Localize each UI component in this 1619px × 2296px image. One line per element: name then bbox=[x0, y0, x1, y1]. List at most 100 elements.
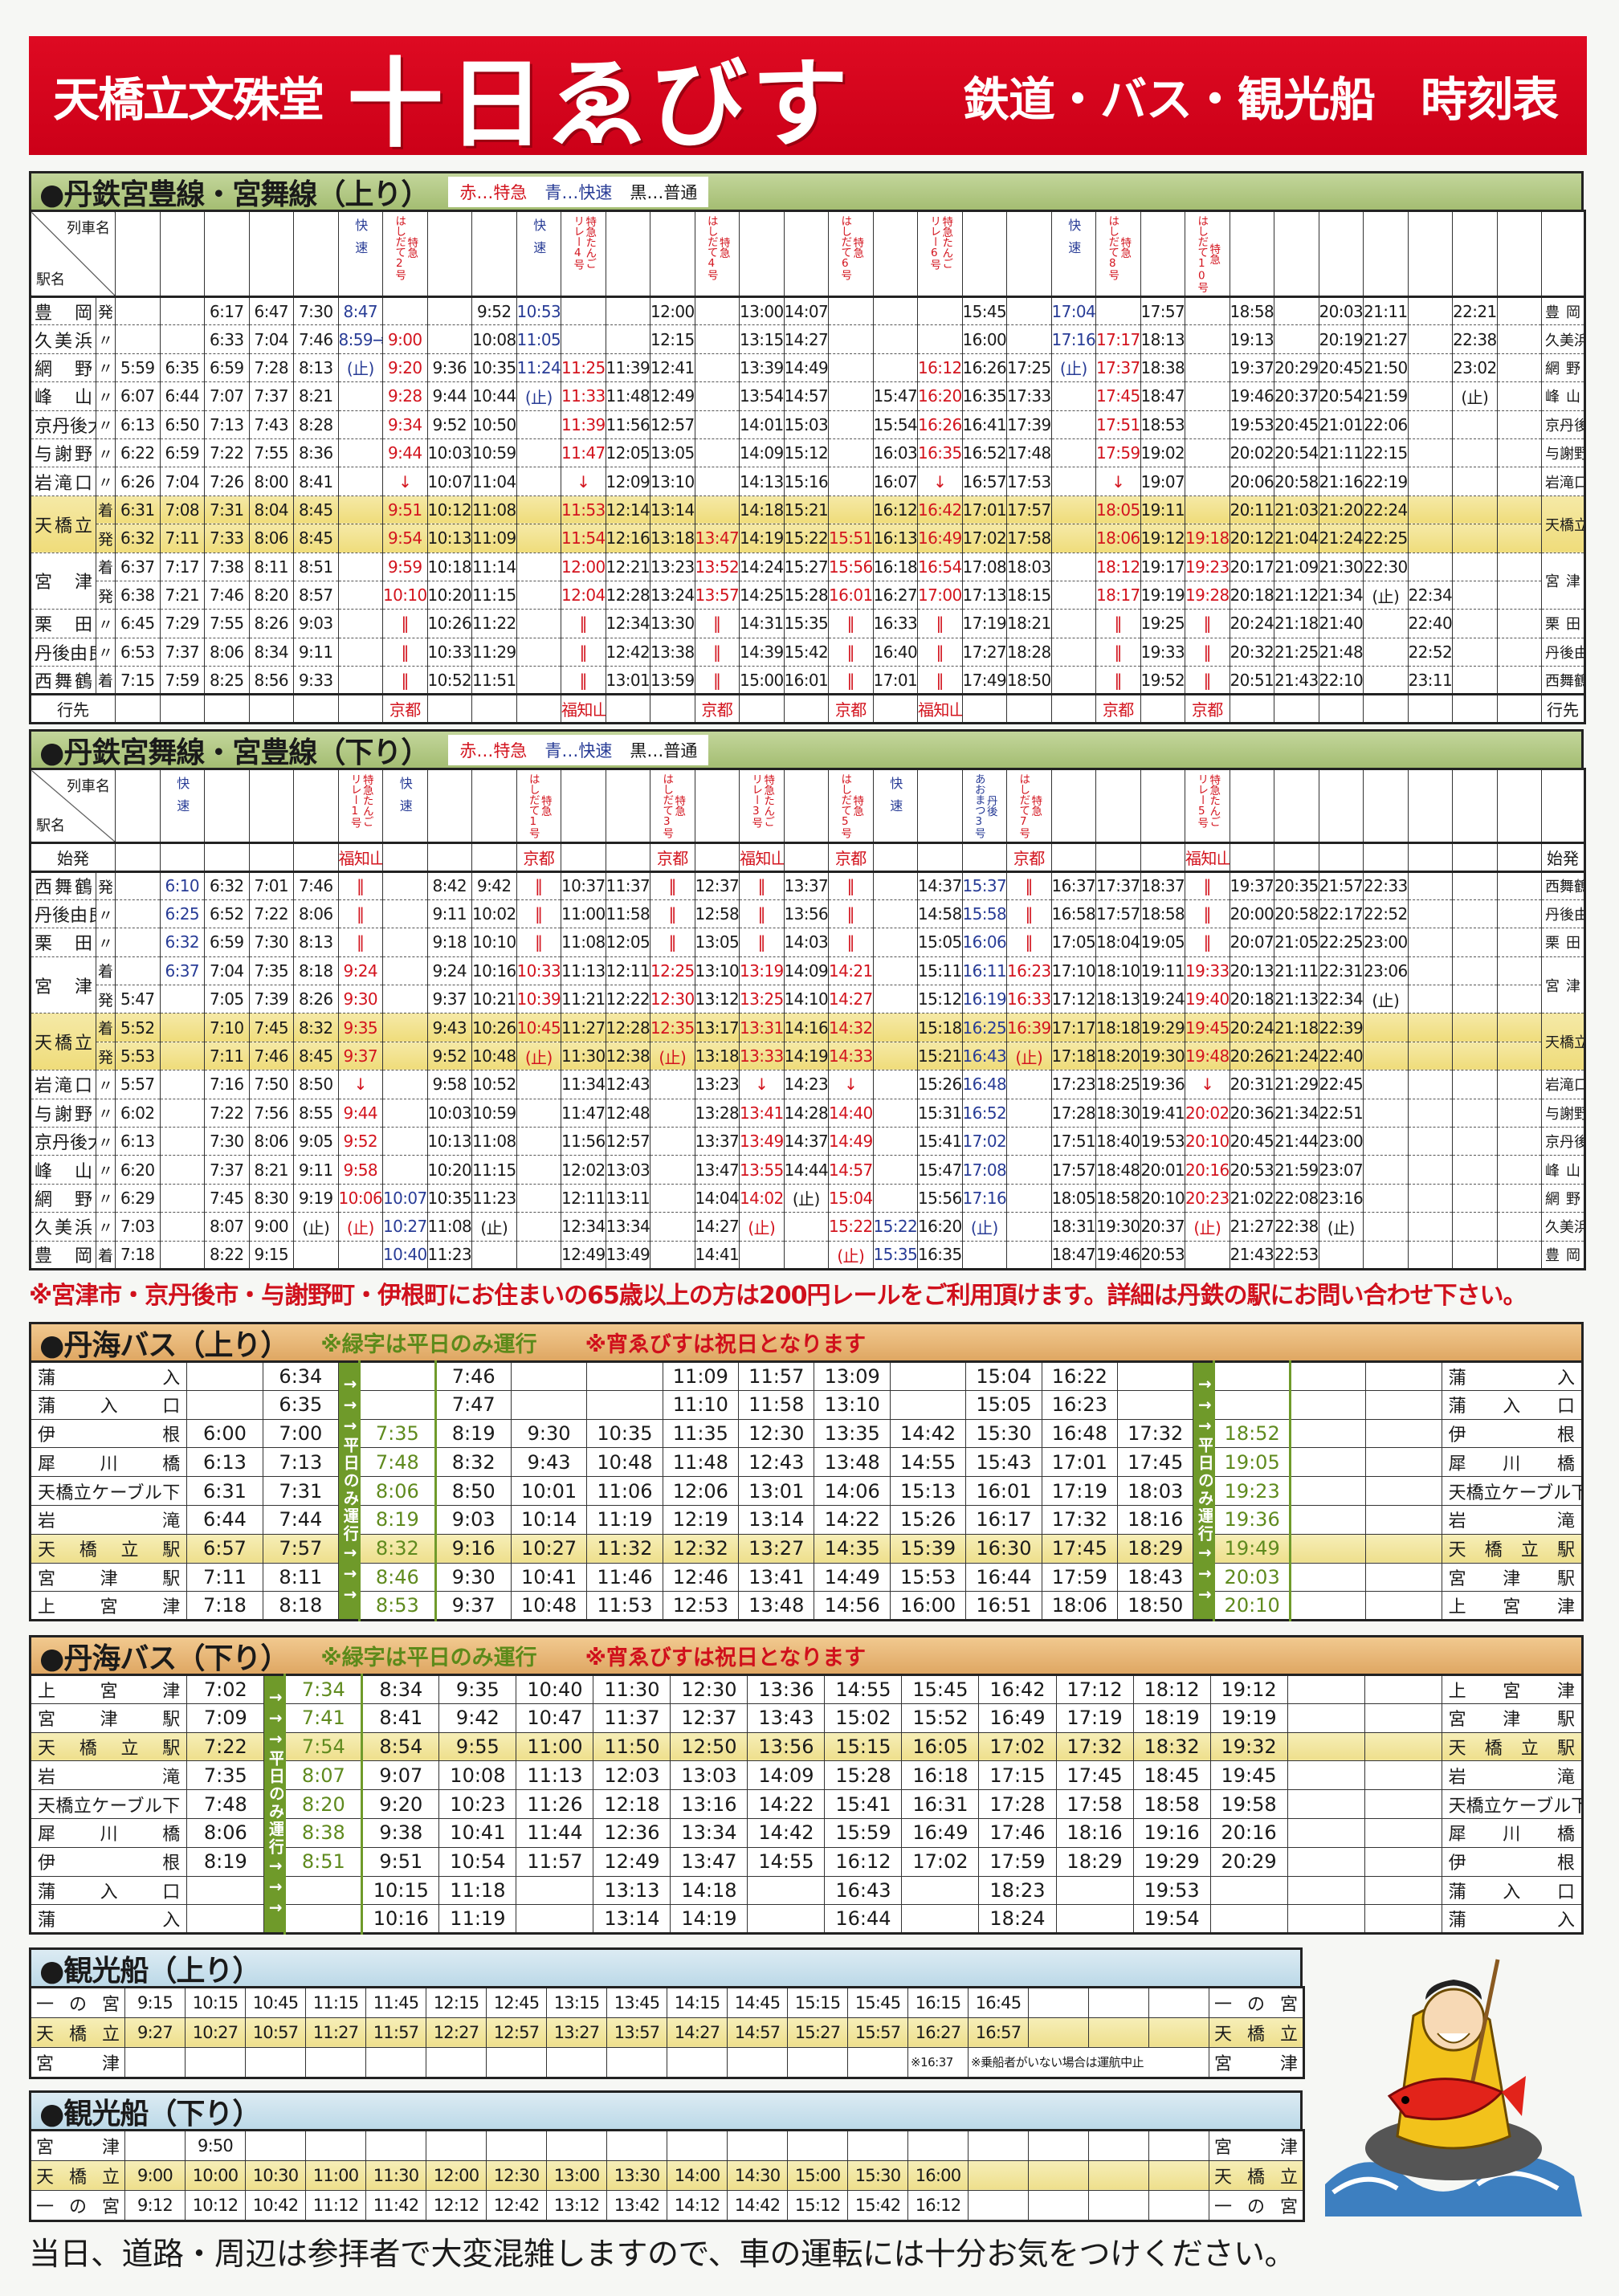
time-cell bbox=[1050, 553, 1096, 581]
time-cell: 15:35 bbox=[783, 609, 829, 638]
bus-stop-row: 岩滝 7:35 8:07 9:07 10:08 11:13 12:03 13:03 14:09 1… bbox=[29, 1760, 1584, 1791]
train-name: 特急 はしだて6号 bbox=[838, 215, 864, 280]
time-cell: 10:14 bbox=[510, 1505, 588, 1535]
time-cell: 11:08 bbox=[471, 1127, 517, 1156]
time-cell: 7:07 bbox=[204, 381, 250, 411]
time-cell: 15:41 bbox=[917, 1127, 963, 1156]
pier-name-right: 一の宮 bbox=[1209, 1987, 1304, 2018]
time-cell bbox=[1364, 1904, 1442, 1935]
time-cell: 20:03 bbox=[1213, 1563, 1291, 1593]
time-cell bbox=[1452, 438, 1498, 468]
legend-local: 黒…普通 bbox=[630, 182, 698, 202]
train-name-cell bbox=[204, 210, 250, 298]
time-cell: 16:15 bbox=[907, 1987, 969, 2018]
time-cell bbox=[961, 1241, 1007, 1270]
time-cell: 7:08 bbox=[159, 495, 205, 525]
time-cell: 14:49 bbox=[814, 1563, 891, 1593]
arrival-departure-flag: 〃 bbox=[96, 467, 116, 496]
time-cell bbox=[1365, 1505, 1442, 1535]
time-cell: 13:27 bbox=[738, 1534, 815, 1564]
time-cell bbox=[1028, 2160, 1089, 2191]
time-cell bbox=[561, 296, 606, 326]
origin-station bbox=[426, 842, 472, 873]
time-cell: 6:31 bbox=[186, 1476, 263, 1506]
cancellation-note: ※乗船者がいない場合は運航中止 bbox=[968, 2047, 1209, 2078]
time-cell bbox=[115, 899, 161, 929]
time-cell: 8:04 bbox=[248, 495, 294, 525]
time-cell: ‖ bbox=[337, 871, 383, 900]
time-cell: 20:36 bbox=[1229, 1099, 1274, 1128]
time-cell bbox=[337, 438, 383, 468]
station-name: 宮津 bbox=[30, 553, 96, 610]
time-cell: 15:45 bbox=[901, 1674, 980, 1704]
time-cell: ‖ bbox=[917, 609, 963, 638]
time-cell: (止) bbox=[1006, 1042, 1052, 1071]
train-name: 特急 はしだて4号 bbox=[704, 215, 730, 280]
time-cell bbox=[1006, 1070, 1052, 1099]
time-cell bbox=[159, 324, 205, 354]
time-cell: 20:37 bbox=[1274, 381, 1319, 411]
time-cell bbox=[1452, 1042, 1498, 1071]
time-cell: 13:37 bbox=[783, 871, 829, 900]
time-cell: 9:42 bbox=[438, 1703, 517, 1733]
holiday-note: ※宵ゑびすは祝日となります bbox=[585, 1646, 867, 1670]
time-cell: 9:11 bbox=[293, 1155, 339, 1185]
time-cell: 9:28 bbox=[382, 381, 428, 411]
time-cell bbox=[747, 1876, 826, 1906]
boat-down-timetable: 宮津 9:50 宮津 天橋立 9:00 10:00 10:30 11:00 11:30 12:00… bbox=[29, 2129, 1305, 2222]
time-cell bbox=[1452, 871, 1498, 900]
train-name-cell: 特急 はしだて3号 bbox=[650, 769, 695, 844]
corner-train-label: 列車名 bbox=[67, 778, 110, 795]
time-cell bbox=[694, 296, 740, 326]
time-cell: 14:28 bbox=[783, 1099, 829, 1128]
time-cell: 13:00 bbox=[546, 2160, 607, 2191]
time-cell: 19:40 bbox=[1185, 985, 1230, 1014]
time-cell: 20:58 bbox=[1274, 899, 1319, 929]
time-cell: 11:30 bbox=[365, 2160, 426, 2191]
time-cell: 7:29 bbox=[159, 609, 205, 638]
train-name: 特急 はしだて3号 bbox=[660, 773, 686, 838]
time-cell bbox=[968, 2130, 1029, 2161]
holiday-note: ※宵ゑびすは祝日となります bbox=[585, 1332, 867, 1357]
time-cell: 14:09 bbox=[739, 438, 785, 468]
time-cell: 22:38 bbox=[1274, 1212, 1319, 1242]
time-cell: ‖ bbox=[516, 928, 561, 957]
origin-station: 京都 bbox=[516, 842, 561, 873]
time-cell: 13:16 bbox=[670, 1789, 748, 1819]
time-cell bbox=[426, 296, 472, 326]
time-cell bbox=[337, 666, 383, 695]
time-cell: 17:23 bbox=[1050, 1070, 1096, 1099]
time-cell: 9:44 bbox=[382, 438, 428, 468]
time-cell: 9:55 bbox=[438, 1732, 517, 1762]
time-cell bbox=[382, 956, 428, 986]
time-cell: ‖ bbox=[1095, 666, 1141, 695]
time-cell: 7:59 bbox=[159, 666, 205, 695]
time-cell bbox=[694, 324, 740, 354]
time-cell bbox=[1050, 438, 1096, 468]
time-cell bbox=[186, 1390, 263, 1420]
time-cell: 6:52 bbox=[204, 899, 250, 929]
time-cell: 18:58 bbox=[1229, 296, 1274, 326]
time-cell: 16:44 bbox=[824, 1904, 903, 1935]
time-cell: 17:46 bbox=[978, 1818, 1057, 1848]
time-cell: 9:51 bbox=[382, 495, 428, 525]
time-cell: 12:21 bbox=[605, 553, 650, 581]
time-cell: 15:52 bbox=[901, 1703, 980, 1733]
train-name: 特急たんご リレー3号 bbox=[749, 773, 775, 828]
time-cell: 12:06 bbox=[662, 1476, 740, 1506]
time-cell: 10:44 bbox=[471, 381, 517, 411]
bus-stop-name: 宮津駅 bbox=[29, 1563, 188, 1593]
origin-station bbox=[382, 842, 428, 873]
time-cell: ‖ bbox=[694, 666, 740, 695]
time-cell: 17:16→ bbox=[1050, 324, 1096, 354]
time-cell bbox=[1213, 1390, 1291, 1420]
time-cell: 16:12 bbox=[872, 495, 918, 525]
time-cell: 9:38 bbox=[361, 1818, 440, 1848]
time-cell bbox=[159, 985, 205, 1014]
time-cell: 6:25 bbox=[159, 899, 205, 929]
time-cell: 10:12 bbox=[426, 495, 472, 525]
time-cell: 19:29 bbox=[1140, 1013, 1185, 1042]
time-cell: 14:19 bbox=[670, 1904, 748, 1935]
time-cell bbox=[872, 324, 918, 354]
time-cell bbox=[606, 2047, 667, 2078]
